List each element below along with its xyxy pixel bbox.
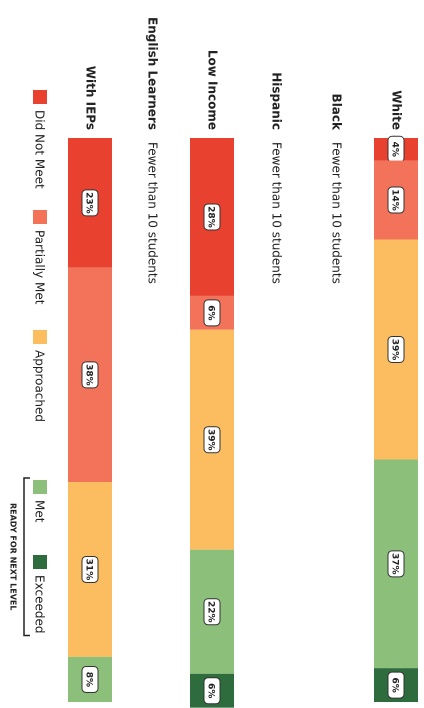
- value-label: 23%: [84, 192, 94, 214]
- legend-bracket: [23, 477, 30, 637]
- legend-label: Exceeded: [33, 575, 47, 633]
- category-label: With IEPs: [84, 66, 98, 130]
- value-label: 28%: [206, 206, 216, 228]
- value-label: 6%: [206, 683, 216, 698]
- value-label: 6%: [206, 305, 216, 320]
- value-label: 14%: [390, 189, 400, 211]
- value-label-box: [387, 671, 405, 699]
- value-label-box: [203, 203, 221, 231]
- value-label-box: [203, 598, 221, 626]
- legend-swatch: [33, 90, 47, 104]
- value-label: 39%: [390, 339, 400, 361]
- category-note: Fewer than 10 students: [330, 142, 344, 284]
- value-label: 31%: [84, 559, 94, 581]
- value-label: 38%: [84, 364, 94, 386]
- category-label: English Learners: [146, 17, 160, 130]
- legend-label: Did Not Meet: [33, 110, 47, 189]
- category-label: Hispanic: [270, 72, 284, 130]
- value-label-box: [81, 189, 99, 217]
- value-label-box: [203, 299, 221, 327]
- legend-label: Partially Met: [33, 230, 47, 305]
- legend-label: Approached: [33, 350, 47, 422]
- legend-swatch: [33, 555, 47, 569]
- legend-swatch: [33, 330, 47, 344]
- value-label: 8%: [84, 672, 94, 687]
- category-label: Low Income: [206, 50, 220, 130]
- category-note: Fewer than 10 students: [270, 142, 284, 284]
- value-label: 22%: [206, 601, 216, 623]
- value-label-box: [203, 426, 221, 454]
- value-label-box: [203, 677, 221, 705]
- value-label-box: [81, 361, 99, 389]
- legend-group-label: READY FOR NEXT LEVEL: [9, 503, 18, 611]
- value-label-box: [81, 555, 99, 583]
- category-note: Fewer than 10 students: [146, 142, 160, 284]
- value-label-box: [81, 665, 99, 693]
- legend-swatch: [33, 210, 47, 224]
- value-label-box: [387, 336, 405, 363]
- category-label: White: [390, 90, 404, 130]
- value-label: 6%: [390, 677, 400, 692]
- value-label-box: [387, 550, 405, 578]
- category-label: Black: [330, 94, 344, 131]
- legend-label: Met: [33, 500, 47, 523]
- value-label: 37%: [390, 553, 400, 575]
- legend-swatch: [33, 480, 47, 494]
- value-label-box: [387, 186, 405, 214]
- value-label: 4%: [390, 142, 400, 157]
- value-label: 39%: [206, 429, 216, 451]
